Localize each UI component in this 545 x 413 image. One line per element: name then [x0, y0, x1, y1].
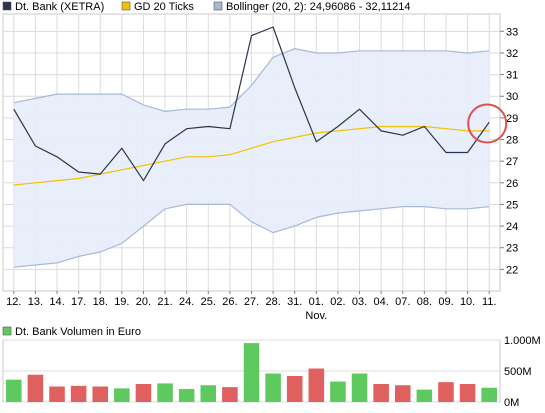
volume-legend: Dt. Bank Volumen in Euro — [2, 326, 141, 338]
x-axis: 12. 13. 14. 17. 18. 19. 20. 21. 24. 25. 26. 27. 28. 3… — [6, 291, 496, 322]
y-tick-label: 32 — [506, 48, 518, 60]
x-tick-label: 20. — [136, 296, 151, 308]
legend-label: GD 20 Ticks — [134, 1, 194, 13]
volume-bar — [308, 368, 325, 402]
x-tick-label: 04. — [374, 296, 389, 308]
y-tick-label: 23 — [506, 243, 518, 255]
legend-item: Dt. Bank (XETRA) — [2, 1, 104, 13]
volume-tick-label: 1.000M — [504, 335, 541, 347]
legend-swatch — [213, 1, 223, 11]
volume-legend-swatch — [2, 326, 12, 336]
volume-chart: 1.000M 500M 0M — [2, 335, 541, 409]
y-tick-label: 25 — [506, 199, 518, 211]
highlight-circle — [467, 103, 508, 144]
x-tick-label: 02. — [330, 296, 345, 308]
x-tick-label: 25. — [201, 296, 216, 308]
x-tick-label: 27. — [244, 296, 259, 308]
legend-swatch — [121, 1, 131, 11]
volume-bar — [70, 385, 87, 402]
volume-bar — [178, 388, 195, 402]
volume-bar — [481, 387, 497, 402]
legend-label: Bollinger (20, 2): 24,96086 - 32,11214 — [226, 1, 410, 13]
bollinger-upper-line — [13, 47, 490, 113]
y-tick-label: 30 — [506, 91, 518, 103]
x-tick-label: 19. — [114, 296, 129, 308]
volume-legend-label: Dt. Bank Volumen in Euro — [15, 326, 141, 338]
x-tick-label: 12. — [6, 296, 21, 308]
y-tick-label: 27 — [506, 156, 518, 168]
volume-bar — [200, 385, 217, 402]
y-tick-label: 26 — [506, 178, 518, 190]
y-tick-label: 29 — [506, 113, 518, 125]
x-tick-label: 03. — [352, 296, 367, 308]
y-tick-label: 28 — [506, 135, 518, 147]
volume-bar — [92, 386, 109, 402]
y-tick-label: 31 — [506, 70, 518, 82]
x-tick-label: 31. — [287, 296, 302, 308]
x-tick-label: 08. — [417, 296, 432, 308]
x-tick-label: 14. — [49, 296, 64, 308]
price-line — [13, 26, 490, 182]
x-tick-label: 13. — [28, 296, 43, 308]
volume-bar — [265, 373, 281, 402]
x-tick-label: 26. — [222, 296, 237, 308]
y-tick-label: 24 — [506, 221, 518, 233]
x-tick-label: 21. — [157, 296, 172, 308]
volume-bar — [330, 381, 346, 402]
volume-bar — [114, 388, 130, 402]
volume-bar — [157, 383, 173, 402]
legend-item: GD 20 Ticks — [121, 1, 194, 13]
price-legend: Dt. Bank (XETRA) GD 20 Ticks Bollinger (20… — [2, 1, 410, 13]
volume-tick-label: 0M — [504, 397, 519, 409]
volume-bar — [286, 375, 303, 402]
x-tick-label: 09. — [438, 296, 453, 308]
volume-bar — [222, 387, 238, 402]
volume-bar — [438, 382, 454, 402]
x-tick-label: 11. — [482, 296, 496, 308]
volume-bar — [373, 384, 389, 402]
volume-bar — [27, 374, 44, 402]
price-chart: 22 23 24 25 26 27 28 29 30 31 32 33 — [2, 13, 518, 292]
moving-average-line — [13, 125, 490, 186]
legend-item: Bollinger (20, 2): 24,96086 - 32,11214 — [213, 1, 410, 13]
volume-bar — [135, 384, 152, 402]
legend-swatch — [2, 1, 12, 11]
volume-bar — [351, 373, 368, 402]
volume-bar — [416, 389, 433, 402]
x-tick-label: 10. — [460, 296, 475, 308]
x-tick-label: 07. — [395, 296, 410, 308]
volume-tick-label: 500M — [504, 366, 532, 378]
legend-label: Dt. Bank (XETRA) — [15, 1, 104, 13]
y-tick-label: 22 — [506, 264, 518, 276]
volume-bar — [459, 384, 476, 402]
volume-bar — [49, 386, 65, 402]
bollinger-lower-line — [13, 203, 490, 268]
x-month-label: Nov. — [305, 310, 327, 322]
x-tick-label: 28. — [265, 296, 280, 308]
x-tick-label: 17. — [71, 296, 86, 308]
volume-bar — [6, 379, 22, 402]
x-tick-label: 01. — [309, 296, 324, 308]
y-tick-label: 33 — [506, 26, 518, 38]
x-tick-label: 24. — [179, 296, 194, 308]
volume-bar — [394, 385, 411, 402]
bollinger-band-fill — [13, 48, 490, 268]
x-tick-label: 18. — [93, 296, 108, 308]
volume-bar — [243, 343, 260, 402]
